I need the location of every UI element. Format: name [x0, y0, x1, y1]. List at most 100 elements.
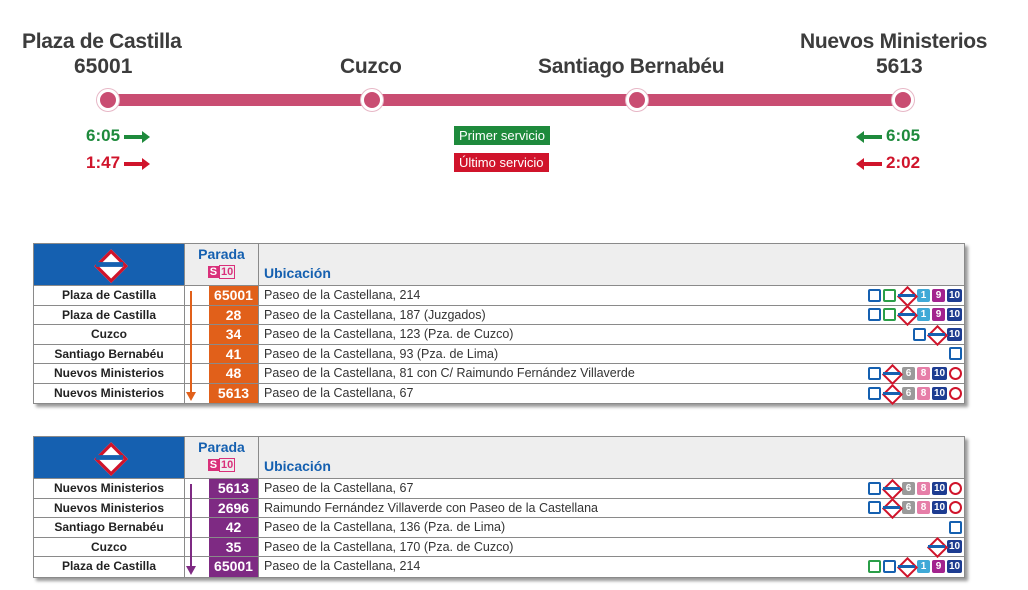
first-service-label: Primer servicio	[454, 126, 550, 145]
metro-line-1-icon: 1	[917, 560, 930, 574]
metro-icon	[898, 290, 915, 301]
metro-line-10-icon: 10	[947, 560, 962, 574]
metro-line-6-icon: 6	[902, 501, 915, 515]
direction-cell	[184, 364, 208, 383]
stop-address: Paseo de la Castellana, 214	[258, 557, 868, 577]
terminal-right-code: 5613	[876, 55, 923, 78]
table-header: Parada S 10 Ubicación	[34, 437, 964, 479]
terminal-right-name: Nuevos Ministerios	[800, 30, 988, 53]
direction-cell	[184, 518, 208, 537]
metro-icon	[883, 388, 900, 399]
metro-line-10-icon: 10	[932, 481, 947, 495]
metro-line-10-icon: 10	[947, 288, 962, 302]
stop-name: Plaza de Castilla	[61, 288, 157, 302]
stop-address: Paseo de la Castellana, 93 (Pza. de Lima…	[258, 344, 949, 363]
cercanias-icon	[949, 481, 962, 495]
stop-dot-cuzco	[361, 89, 383, 111]
metro-line-9-icon: 9	[932, 560, 945, 574]
table-row: Plaza de Castilla 65001 Paseo de la Castel…	[34, 286, 964, 306]
table-row: Cuzco 34 Paseo de la Castellana, 123 (Pza.…	[34, 325, 964, 345]
terminal-left-name: Plaza de Castilla	[22, 30, 182, 53]
stop-address: Paseo de la Castellana, 187 (Juzgados)	[258, 305, 868, 324]
stop-code: 34	[208, 325, 258, 344]
metro-line-8-icon: 8	[917, 366, 930, 380]
bus-icon	[868, 501, 881, 515]
stop-dot-nuevos-ministerios	[892, 89, 914, 111]
metro-line-10-icon: 10	[947, 327, 962, 341]
stop-code: 48	[208, 364, 258, 383]
arrow-right-icon	[124, 130, 151, 143]
metro-diamond-icon	[95, 449, 123, 467]
cercanias-icon	[949, 386, 962, 400]
connections: 6 8 10	[868, 499, 964, 518]
table-row: Cuzco 35 Paseo de la Castellana, 170 (Pza.…	[34, 537, 964, 557]
metro-icon	[898, 309, 915, 320]
direction-cell	[184, 479, 208, 498]
stop-code: 41	[208, 344, 258, 363]
stop-name: Plaza de Castilla	[61, 307, 157, 322]
stop-cuzco-name: Cuzco	[340, 55, 402, 78]
metro-line-9-icon: 9	[932, 308, 945, 322]
stop-code: 5613	[208, 383, 258, 403]
cercanias-icon	[949, 366, 962, 380]
stop-code: 65001	[208, 286, 258, 305]
stop-bernabeu-name: Santiago Bernabéu	[538, 55, 725, 78]
connections: 6 8 10	[868, 479, 964, 498]
metro-icon	[928, 541, 945, 552]
stop-code: 42	[208, 518, 258, 537]
metro-line-6-icon: 6	[902, 481, 915, 495]
stop-name: Nuevos Ministerios	[53, 366, 165, 380]
stop-name: Nuevos Ministerios	[53, 500, 165, 515]
arrow-left-icon	[856, 157, 882, 170]
connections	[949, 345, 964, 364]
stop-name: Nuevos Ministerios	[53, 481, 165, 495]
stop-name: Plaza de Castilla	[61, 559, 157, 573]
stop-code: 28	[208, 305, 258, 324]
stop-name: Santiago Bernabéu	[54, 346, 164, 361]
interurban-bus-icon	[883, 308, 896, 322]
metro-line-6-icon: 6	[902, 386, 915, 400]
bus-icon	[883, 560, 896, 574]
stops-table-direction-2: Parada S 10 Ubicación Nuevos Ministerios 5…	[33, 436, 965, 578]
metro-line-1-icon: 1	[917, 308, 930, 322]
bus-icon	[868, 481, 881, 495]
direction-arrow-icon	[190, 291, 192, 392]
metro-line-10-icon: 10	[947, 308, 962, 322]
s10-icon: S 10	[207, 458, 236, 472]
stop-code: 5613	[208, 479, 258, 498]
connections: 10	[913, 325, 964, 344]
connections: 1 9 10	[868, 557, 964, 577]
ubicacion-header: Ubicación	[258, 437, 964, 478]
ubicacion-header: Ubicación	[258, 244, 964, 285]
left-first-time: 6:05	[86, 126, 154, 146]
direction-arrow-icon	[190, 484, 192, 566]
table-row: Nuevos Ministerios 5613 Paseo de la Castel…	[34, 383, 964, 403]
stop-name: Cuzco	[91, 539, 127, 554]
connections: 6 8 10	[868, 364, 964, 383]
table-row: Nuevos Ministerios 2696 Raimundo Fernández…	[34, 498, 964, 518]
connections: 1 9 10	[868, 306, 964, 325]
stop-dot-bernabeu	[626, 89, 648, 111]
direction-cell	[184, 344, 208, 363]
metro-icon	[898, 561, 915, 572]
stop-address: Raimundo Fernández Villaverde con Paseo …	[258, 498, 868, 517]
stop-address: Paseo de la Castellana, 67	[258, 383, 868, 403]
metro-line-8-icon: 8	[917, 386, 930, 400]
metro-icon	[883, 483, 900, 494]
metro-icon	[883, 368, 900, 379]
direction-cell	[184, 557, 208, 577]
bus-icon	[868, 308, 881, 322]
stop-name: Nuevos Ministerios	[53, 385, 165, 400]
table-row: Plaza de Castilla 28 Paseo de la Castellan…	[34, 305, 964, 325]
direction-cell	[184, 498, 208, 517]
table-row: Santiago Bernabéu 41 Paseo de la Castellan…	[34, 344, 964, 364]
metro-line-8-icon: 8	[917, 501, 930, 515]
bus-icon	[949, 347, 962, 361]
direction-cell	[184, 305, 208, 324]
direction-cell	[184, 325, 208, 344]
connections: 1 9 10	[868, 286, 964, 305]
bus-icon	[868, 288, 881, 302]
bus-icon	[913, 327, 926, 341]
direction-cell	[184, 286, 208, 305]
